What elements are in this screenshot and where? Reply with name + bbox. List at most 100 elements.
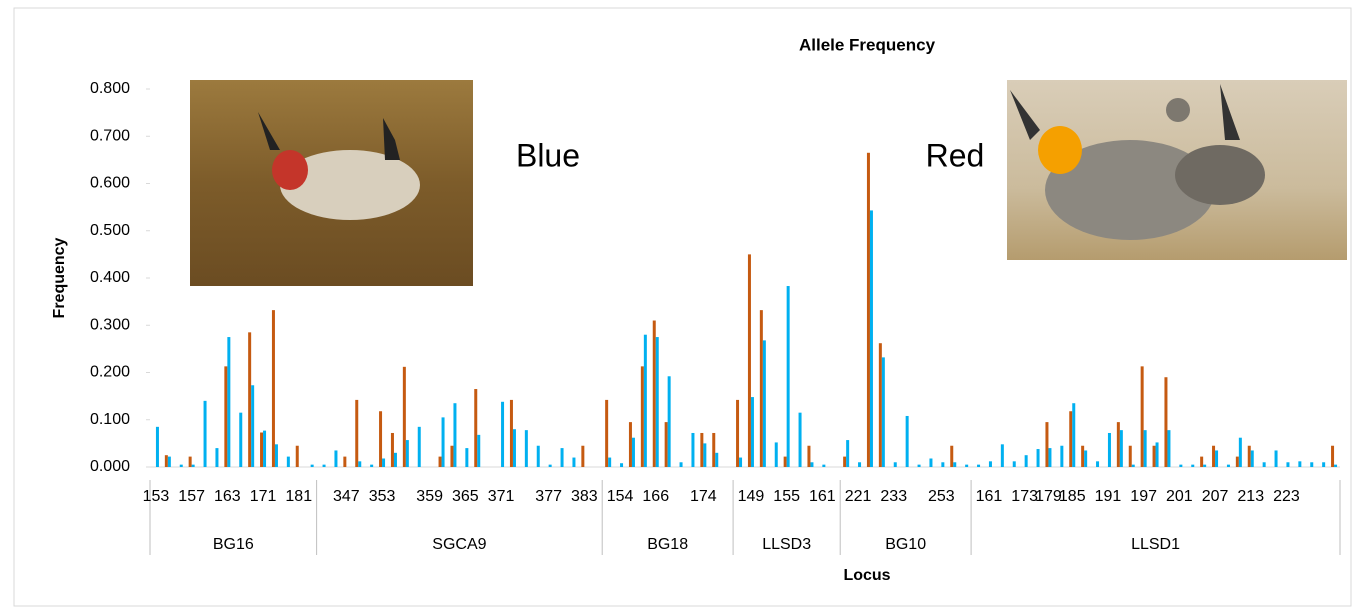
bar — [370, 464, 374, 467]
bar — [438, 456, 442, 467]
bar — [739, 457, 743, 467]
bar — [1262, 462, 1266, 467]
group-label: SGCA9 — [432, 536, 486, 553]
bar — [274, 444, 278, 467]
x-tick-label: 371 — [488, 488, 515, 505]
bar — [783, 456, 787, 467]
bar — [679, 462, 683, 467]
bar — [810, 462, 814, 467]
bar — [548, 464, 552, 467]
x-tick-label: 154 — [607, 488, 634, 505]
bar — [667, 376, 671, 467]
bar — [271, 310, 275, 467]
y-tick-label: 0.500 — [90, 222, 130, 239]
bar — [1331, 445, 1335, 467]
bar — [1250, 450, 1254, 467]
bar — [1036, 449, 1040, 467]
bar — [509, 399, 513, 467]
bar — [774, 442, 778, 467]
bar — [358, 461, 362, 467]
bar — [1212, 445, 1216, 467]
bar — [1081, 445, 1085, 467]
x-tick-label: 161 — [809, 488, 836, 505]
x-tick-label: 383 — [571, 488, 598, 505]
bar — [1238, 437, 1242, 467]
bar — [343, 456, 347, 467]
y-tick-label: 0.400 — [90, 269, 130, 286]
bar — [1164, 377, 1168, 467]
y-tick-label: 0.300 — [90, 316, 130, 333]
bar — [950, 445, 954, 467]
bar — [512, 429, 516, 467]
bar — [747, 254, 751, 467]
bar — [227, 337, 231, 467]
x-tick-label: 377 — [535, 488, 562, 505]
bar — [1247, 445, 1251, 467]
bar — [1060, 445, 1064, 467]
photo — [190, 80, 473, 286]
bar — [866, 152, 870, 467]
y-tick-label: 0.000 — [90, 458, 130, 475]
bar — [260, 432, 264, 467]
x-tick-label: 347 — [333, 488, 360, 505]
bar — [1116, 422, 1120, 467]
x-tick-label: 253 — [928, 488, 955, 505]
y-tick-label: 0.200 — [90, 364, 130, 381]
x-tick-label: 185 — [1059, 488, 1086, 505]
bar — [1069, 411, 1073, 467]
bar — [188, 456, 192, 467]
group-label: LLSD1 — [1131, 536, 1180, 553]
annotation: Blue — [516, 137, 580, 173]
y-tick-label: 0.800 — [90, 80, 130, 97]
x-tick-label: 166 — [642, 488, 669, 505]
bar — [164, 455, 168, 467]
x-tick-label: 171 — [250, 488, 277, 505]
y-tick-label: 0.600 — [90, 175, 130, 192]
bar — [203, 400, 207, 467]
bar — [988, 461, 992, 467]
bar — [1322, 462, 1326, 467]
x-tick-label: 353 — [369, 488, 396, 505]
bar — [1179, 464, 1183, 467]
bar — [905, 415, 909, 467]
bar — [977, 464, 981, 467]
bar — [1048, 448, 1052, 467]
bar — [762, 340, 766, 467]
bar — [1107, 432, 1111, 467]
bar — [1235, 456, 1239, 467]
bar — [310, 464, 314, 467]
bar — [572, 457, 576, 467]
bar — [251, 385, 255, 467]
bar — [239, 412, 243, 467]
bar — [167, 456, 171, 467]
x-tick-label: 179 — [1035, 488, 1062, 505]
bar — [1024, 455, 1028, 467]
x-tick-label: 213 — [1237, 488, 1264, 505]
bar — [655, 337, 659, 467]
x-tick-label: 174 — [690, 488, 717, 505]
bar — [858, 462, 862, 467]
bar — [1310, 462, 1314, 467]
bar — [286, 456, 290, 467]
bar — [1119, 430, 1123, 467]
bar — [155, 426, 159, 467]
bar — [917, 464, 921, 467]
bar — [881, 357, 885, 467]
bar — [477, 434, 481, 467]
bar — [1000, 444, 1004, 467]
bar — [382, 458, 386, 467]
bar — [1274, 450, 1278, 467]
bar — [869, 210, 873, 467]
bar — [759, 310, 763, 467]
bar — [581, 445, 585, 467]
bar — [1203, 464, 1207, 467]
bar — [786, 286, 790, 467]
bar — [700, 432, 704, 467]
bar — [712, 432, 716, 467]
bar — [1155, 442, 1159, 467]
bar — [953, 462, 957, 467]
bar — [605, 399, 609, 467]
bar — [1226, 464, 1230, 467]
bar — [179, 464, 183, 467]
